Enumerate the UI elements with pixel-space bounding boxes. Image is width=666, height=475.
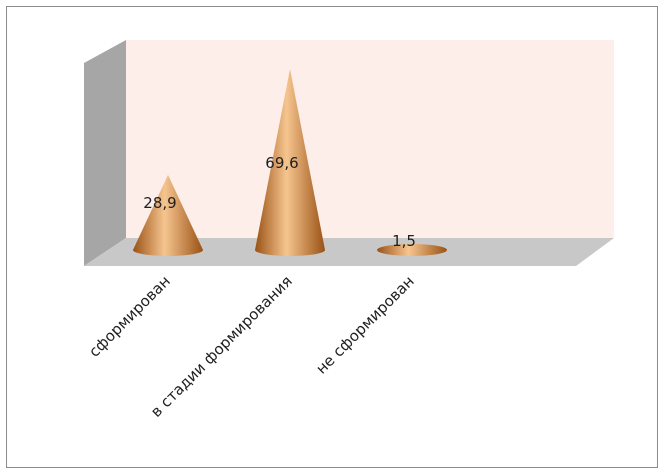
cone-bar	[377, 244, 447, 256]
x-tick-label: не сформирован	[312, 272, 417, 377]
cone-bar	[133, 174, 203, 256]
side-wall	[84, 40, 126, 266]
back-wall	[126, 40, 614, 238]
data-label: 1,5	[392, 232, 416, 250]
x-tick-label: в стадии формирования	[147, 272, 296, 421]
x-tick-label: сформирован	[85, 272, 174, 361]
floor	[84, 238, 614, 266]
data-label: 28,9	[143, 194, 176, 212]
data-label: 69,6	[265, 154, 298, 172]
cone-bar	[255, 69, 325, 256]
